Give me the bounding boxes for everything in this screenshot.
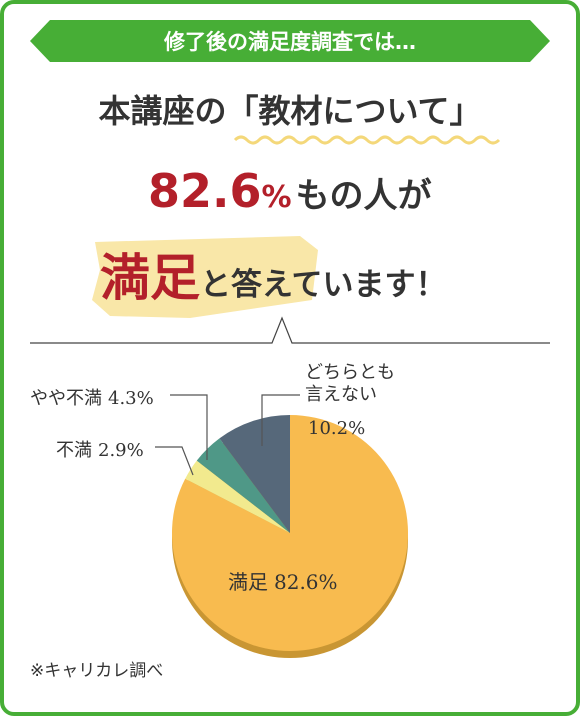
pie-slice [219, 415, 290, 533]
banner-shape [30, 20, 550, 62]
headline-highlight: 満足 [100, 249, 200, 307]
slice-label: やや不満 4.3% [30, 384, 154, 410]
headline-line1: 本講座の「教材について」 [98, 92, 482, 130]
value-label: 4.3% [108, 388, 154, 409]
value-label: 2.9% [98, 440, 144, 461]
headline-figure: 82.6 [148, 164, 262, 218]
slice-label: どちらとも言えない [305, 362, 405, 406]
slice-label: 満足 82.6% [228, 566, 338, 595]
value-label: 10.2% [308, 418, 366, 439]
headline-line3: 満足と答えています！ [100, 238, 446, 310]
divider [30, 316, 550, 344]
headline-text: もの人が [295, 176, 432, 216]
banner-text: 修了後の満足度調査では… [164, 30, 416, 54]
headline-line2: 82.6% もの人が [148, 164, 432, 218]
category-name: 満足 [228, 570, 268, 594]
pie [171, 415, 408, 658]
value-label: 82.6% [274, 570, 338, 594]
slice-label: 不満 2.9% [56, 436, 144, 462]
brush-highlight [92, 236, 318, 318]
category-name: 不満 [56, 440, 92, 461]
note: ※キャリカレ調べ [30, 661, 164, 681]
pie-slice [196, 438, 290, 533]
leader-lines [155, 394, 300, 476]
headline-unit: % [261, 180, 292, 215]
wavy-underline [233, 135, 501, 145]
headline-text: と答えています！ [200, 267, 447, 303]
category-name: どちらとも言えない [305, 362, 395, 405]
pie-slice [185, 460, 290, 533]
category-name: やや不満 [30, 388, 102, 409]
